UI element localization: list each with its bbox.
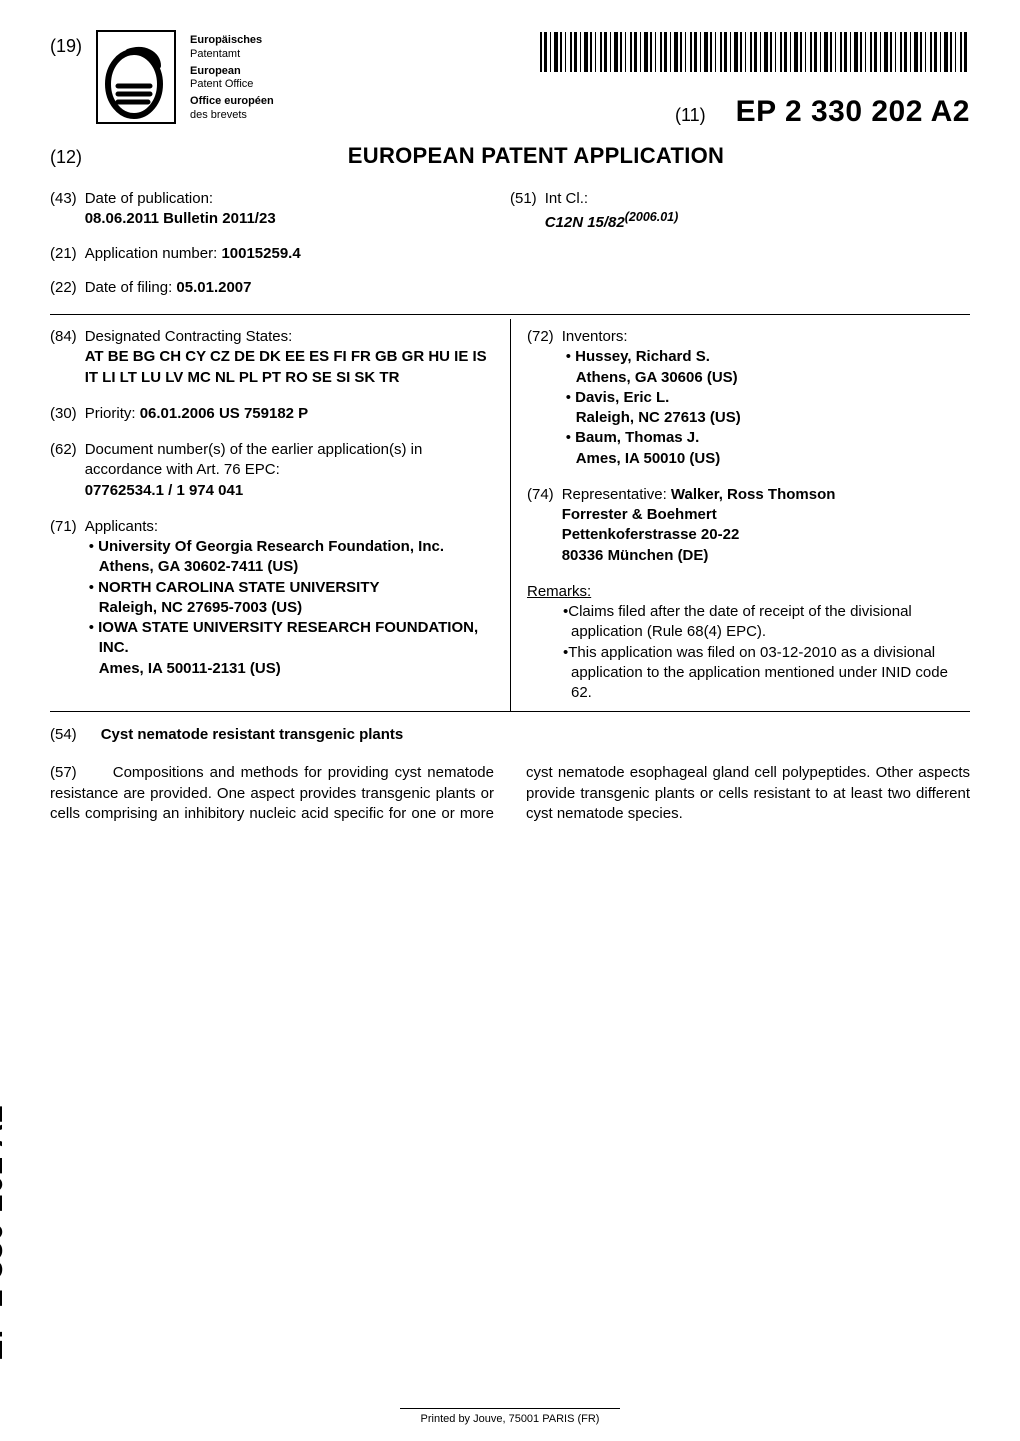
inventor-addr: Raleigh, NC 27613 (US) xyxy=(576,409,741,426)
applicant-name: NORTH CAROLINA STATE UNIVERSITY xyxy=(98,579,379,596)
upper-biblio: (43) Date of publication: 08.06.2011 Bul… xyxy=(50,189,970,312)
intcl-label: Int Cl.: xyxy=(545,190,588,207)
inventor-name: Davis, Eric L. xyxy=(575,389,669,406)
applicants-label: Applicants: xyxy=(85,518,158,535)
inventor-name: Baum, Thomas J. xyxy=(575,429,699,446)
inventor-addr: Ames, IA 50010 (US) xyxy=(576,450,721,467)
rule-top xyxy=(50,314,970,315)
code-11: (11) xyxy=(675,105,706,126)
applicant-addr: Athens, GA 30602-7411 (US) xyxy=(99,558,299,575)
office-de2: Patentamt xyxy=(190,48,274,62)
remarks-heading: Remarks: xyxy=(527,582,958,602)
pubdate-value: 08.06.2011 Bulletin 2011/23 xyxy=(85,210,276,227)
code-74: (74) xyxy=(527,485,554,566)
code-72: (72) xyxy=(527,327,554,469)
abstract: (57) Compositions and methods for provid… xyxy=(50,763,970,824)
states-label: Designated Contracting States: xyxy=(85,328,293,345)
appnum-value: 10015259.4 xyxy=(221,245,300,262)
parent-value: 07762534.1 / 1 974 041 xyxy=(85,482,243,499)
code-51: (51) xyxy=(510,189,537,234)
invention-title-row: (54) Cyst nematode resistant transgenic … xyxy=(50,726,970,743)
office-de1: Europäisches xyxy=(190,34,274,48)
remarks-item: •Claims filed after the date of receipt … xyxy=(571,602,958,643)
code-22: (22) xyxy=(50,278,77,298)
office-fr1: Office européen xyxy=(190,95,274,109)
office-en1: European xyxy=(190,65,274,79)
spine-pubnum: EP 2 330 202 A2 xyxy=(0,1104,10,1361)
intcl-version: (2006.01) xyxy=(625,210,679,224)
filedate-value: 05.01.2007 xyxy=(176,279,251,296)
footer: Printed by Jouve, 75001 PARIS (FR) xyxy=(0,1408,1020,1425)
inventor-addr: Athens, GA 30606 (US) xyxy=(576,369,738,386)
printer-line: Printed by Jouve, 75001 PARIS (FR) xyxy=(421,1413,600,1425)
rep-firm: Forrester & Boehmert xyxy=(562,506,717,523)
code-54: (54) xyxy=(50,726,77,743)
inventors-label: Inventors: xyxy=(562,328,628,345)
inventor-name: Hussey, Richard S. xyxy=(575,348,710,365)
barcode xyxy=(540,32,970,72)
abstract-text: Compositions and methods for providing c… xyxy=(50,764,970,822)
rule-bottom xyxy=(50,711,970,712)
code-12: (12) xyxy=(50,147,82,168)
biblio-box: (84) Designated Contracting States: AT B… xyxy=(50,319,970,711)
pubdate-label: Date of publication: xyxy=(85,190,213,207)
rep-label: Representative: xyxy=(562,486,667,503)
office-fr2: des brevets xyxy=(190,109,274,123)
states-value: AT BE BG CH CY CZ DE DK EE ES FI FR GB G… xyxy=(85,348,487,385)
rep-city: 80336 München (DE) xyxy=(562,547,709,564)
priority-label: Priority: xyxy=(85,405,136,422)
applicant-addr: Raleigh, NC 27695-7003 (US) xyxy=(99,599,302,616)
filedate-label: Date of filing: xyxy=(85,279,173,296)
invention-title: Cyst nematode resistant transgenic plant… xyxy=(101,726,404,743)
code-30: (30) xyxy=(50,404,77,424)
code-43: (43) xyxy=(50,189,77,230)
code-19: (19) xyxy=(50,30,82,57)
appnum-label: Application number: xyxy=(85,245,218,262)
parent-label: Document number(s) of the earlier applic… xyxy=(85,441,423,478)
intcl-value: C12N 15/82 xyxy=(545,214,625,231)
epo-logo xyxy=(96,30,176,124)
applicant-name: University Of Georgia Research Foundatio… xyxy=(98,538,444,555)
publication-number: EP 2 330 202 A2 xyxy=(736,95,970,129)
office-en2: Patent Office xyxy=(190,78,274,92)
document-type-title: EUROPEAN PATENT APPLICATION xyxy=(102,143,970,169)
code-62: (62) xyxy=(50,440,77,501)
code-21: (21) xyxy=(50,244,77,264)
rep-name: Walker, Ross Thomson xyxy=(671,486,835,503)
office-names: Europäisches Patentamt European Patent O… xyxy=(190,30,274,126)
code-71: (71) xyxy=(50,517,77,679)
code-84: (84) xyxy=(50,327,77,388)
header-right: (11) EP 2 330 202 A2 xyxy=(288,30,970,129)
code-57: (57) xyxy=(50,764,77,781)
applicant-addr: Ames, IA 50011-2131 (US) xyxy=(99,660,281,677)
remarks-item: •This application was filed on 03-12-201… xyxy=(571,643,958,704)
priority-value: 06.01.2006 US 759182 P xyxy=(140,405,308,422)
applicant-name: IOWA STATE UNIVERSITY RESEARCH FOUNDATIO… xyxy=(98,619,478,656)
rep-street: Pettenkoferstrasse 20-22 xyxy=(562,526,740,543)
header-block: (19) Europäisches Patentamt European Pat… xyxy=(50,30,970,129)
doc-type-row: (12) EUROPEAN PATENT APPLICATION xyxy=(50,143,970,169)
